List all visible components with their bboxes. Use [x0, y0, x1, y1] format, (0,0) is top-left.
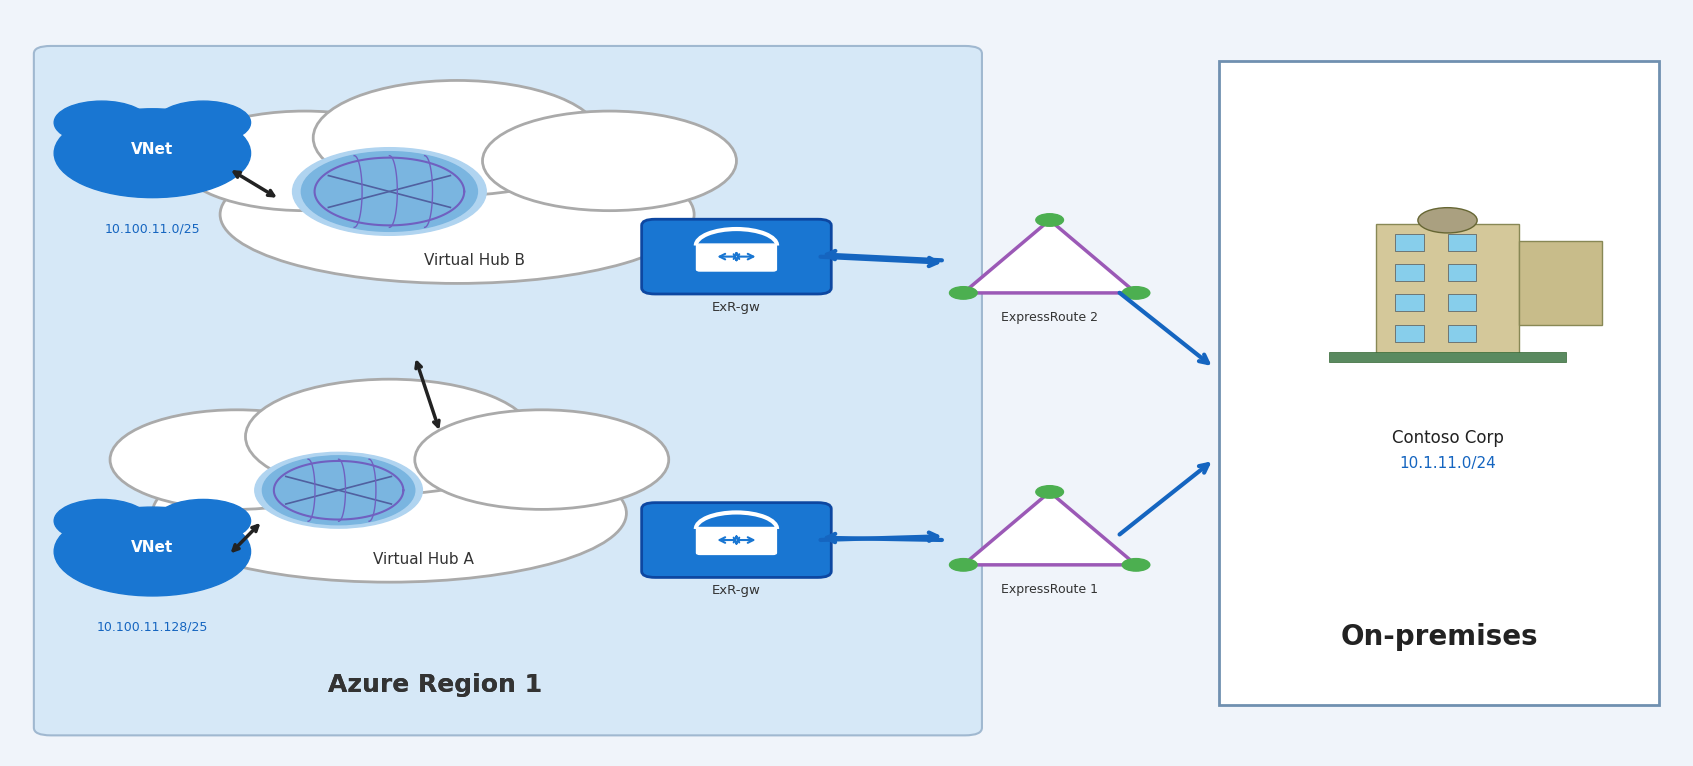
- Circle shape: [54, 101, 149, 144]
- Text: VNet: VNet: [132, 540, 173, 555]
- Circle shape: [54, 507, 251, 596]
- FancyBboxPatch shape: [1395, 325, 1424, 342]
- FancyBboxPatch shape: [696, 528, 777, 555]
- FancyBboxPatch shape: [34, 46, 982, 735]
- Text: 10.100.11.0/25: 10.100.11.0/25: [105, 222, 200, 235]
- Text: ExR-gw: ExR-gw: [713, 301, 760, 314]
- FancyBboxPatch shape: [696, 244, 777, 271]
- Circle shape: [1122, 286, 1150, 300]
- Ellipse shape: [415, 410, 669, 509]
- Text: ExR-gw: ExR-gw: [713, 584, 760, 597]
- Ellipse shape: [483, 111, 736, 211]
- Circle shape: [950, 558, 977, 571]
- FancyBboxPatch shape: [1395, 234, 1424, 250]
- Text: Azure Region 1: Azure Region 1: [328, 673, 542, 697]
- Circle shape: [1036, 214, 1063, 226]
- Circle shape: [54, 499, 149, 542]
- Circle shape: [1122, 558, 1150, 571]
- FancyBboxPatch shape: [1395, 294, 1424, 311]
- Text: Contoso Corp: Contoso Corp: [1392, 429, 1503, 447]
- Text: ExpressRoute 1: ExpressRoute 1: [1001, 583, 1099, 596]
- FancyBboxPatch shape: [1448, 234, 1476, 250]
- FancyBboxPatch shape: [1219, 61, 1659, 705]
- FancyBboxPatch shape: [1519, 241, 1602, 325]
- FancyBboxPatch shape: [1329, 352, 1566, 362]
- FancyBboxPatch shape: [1376, 224, 1519, 358]
- Circle shape: [54, 109, 251, 198]
- Circle shape: [1036, 486, 1063, 498]
- FancyBboxPatch shape: [1448, 264, 1476, 281]
- Polygon shape: [963, 492, 1136, 565]
- Circle shape: [950, 286, 977, 300]
- Circle shape: [262, 456, 415, 525]
- Text: Virtual Hub B: Virtual Hub B: [423, 253, 525, 268]
- Circle shape: [156, 101, 251, 144]
- Ellipse shape: [178, 111, 432, 211]
- Circle shape: [256, 453, 423, 529]
- Text: ExpressRoute 2: ExpressRoute 2: [1001, 311, 1099, 324]
- Text: VNet: VNet: [132, 142, 173, 157]
- Ellipse shape: [220, 146, 694, 283]
- Ellipse shape: [313, 80, 601, 195]
- Text: On-premises: On-premises: [1341, 623, 1537, 651]
- Ellipse shape: [152, 444, 626, 582]
- Circle shape: [293, 148, 486, 235]
- Polygon shape: [963, 220, 1136, 293]
- FancyBboxPatch shape: [1395, 264, 1424, 281]
- Circle shape: [156, 499, 251, 542]
- Ellipse shape: [110, 410, 364, 509]
- FancyBboxPatch shape: [642, 219, 831, 294]
- Text: Virtual Hub A: Virtual Hub A: [372, 552, 474, 567]
- Text: 10.100.11.128/25: 10.100.11.128/25: [97, 620, 208, 633]
- FancyBboxPatch shape: [642, 502, 831, 578]
- Circle shape: [301, 152, 477, 231]
- Text: Azure Region 1: Azure Region 1: [328, 673, 542, 697]
- Ellipse shape: [245, 379, 533, 494]
- FancyBboxPatch shape: [1448, 294, 1476, 311]
- Text: 10.1.11.0/24: 10.1.11.0/24: [1398, 456, 1497, 471]
- Ellipse shape: [1417, 208, 1476, 233]
- FancyBboxPatch shape: [1448, 325, 1476, 342]
